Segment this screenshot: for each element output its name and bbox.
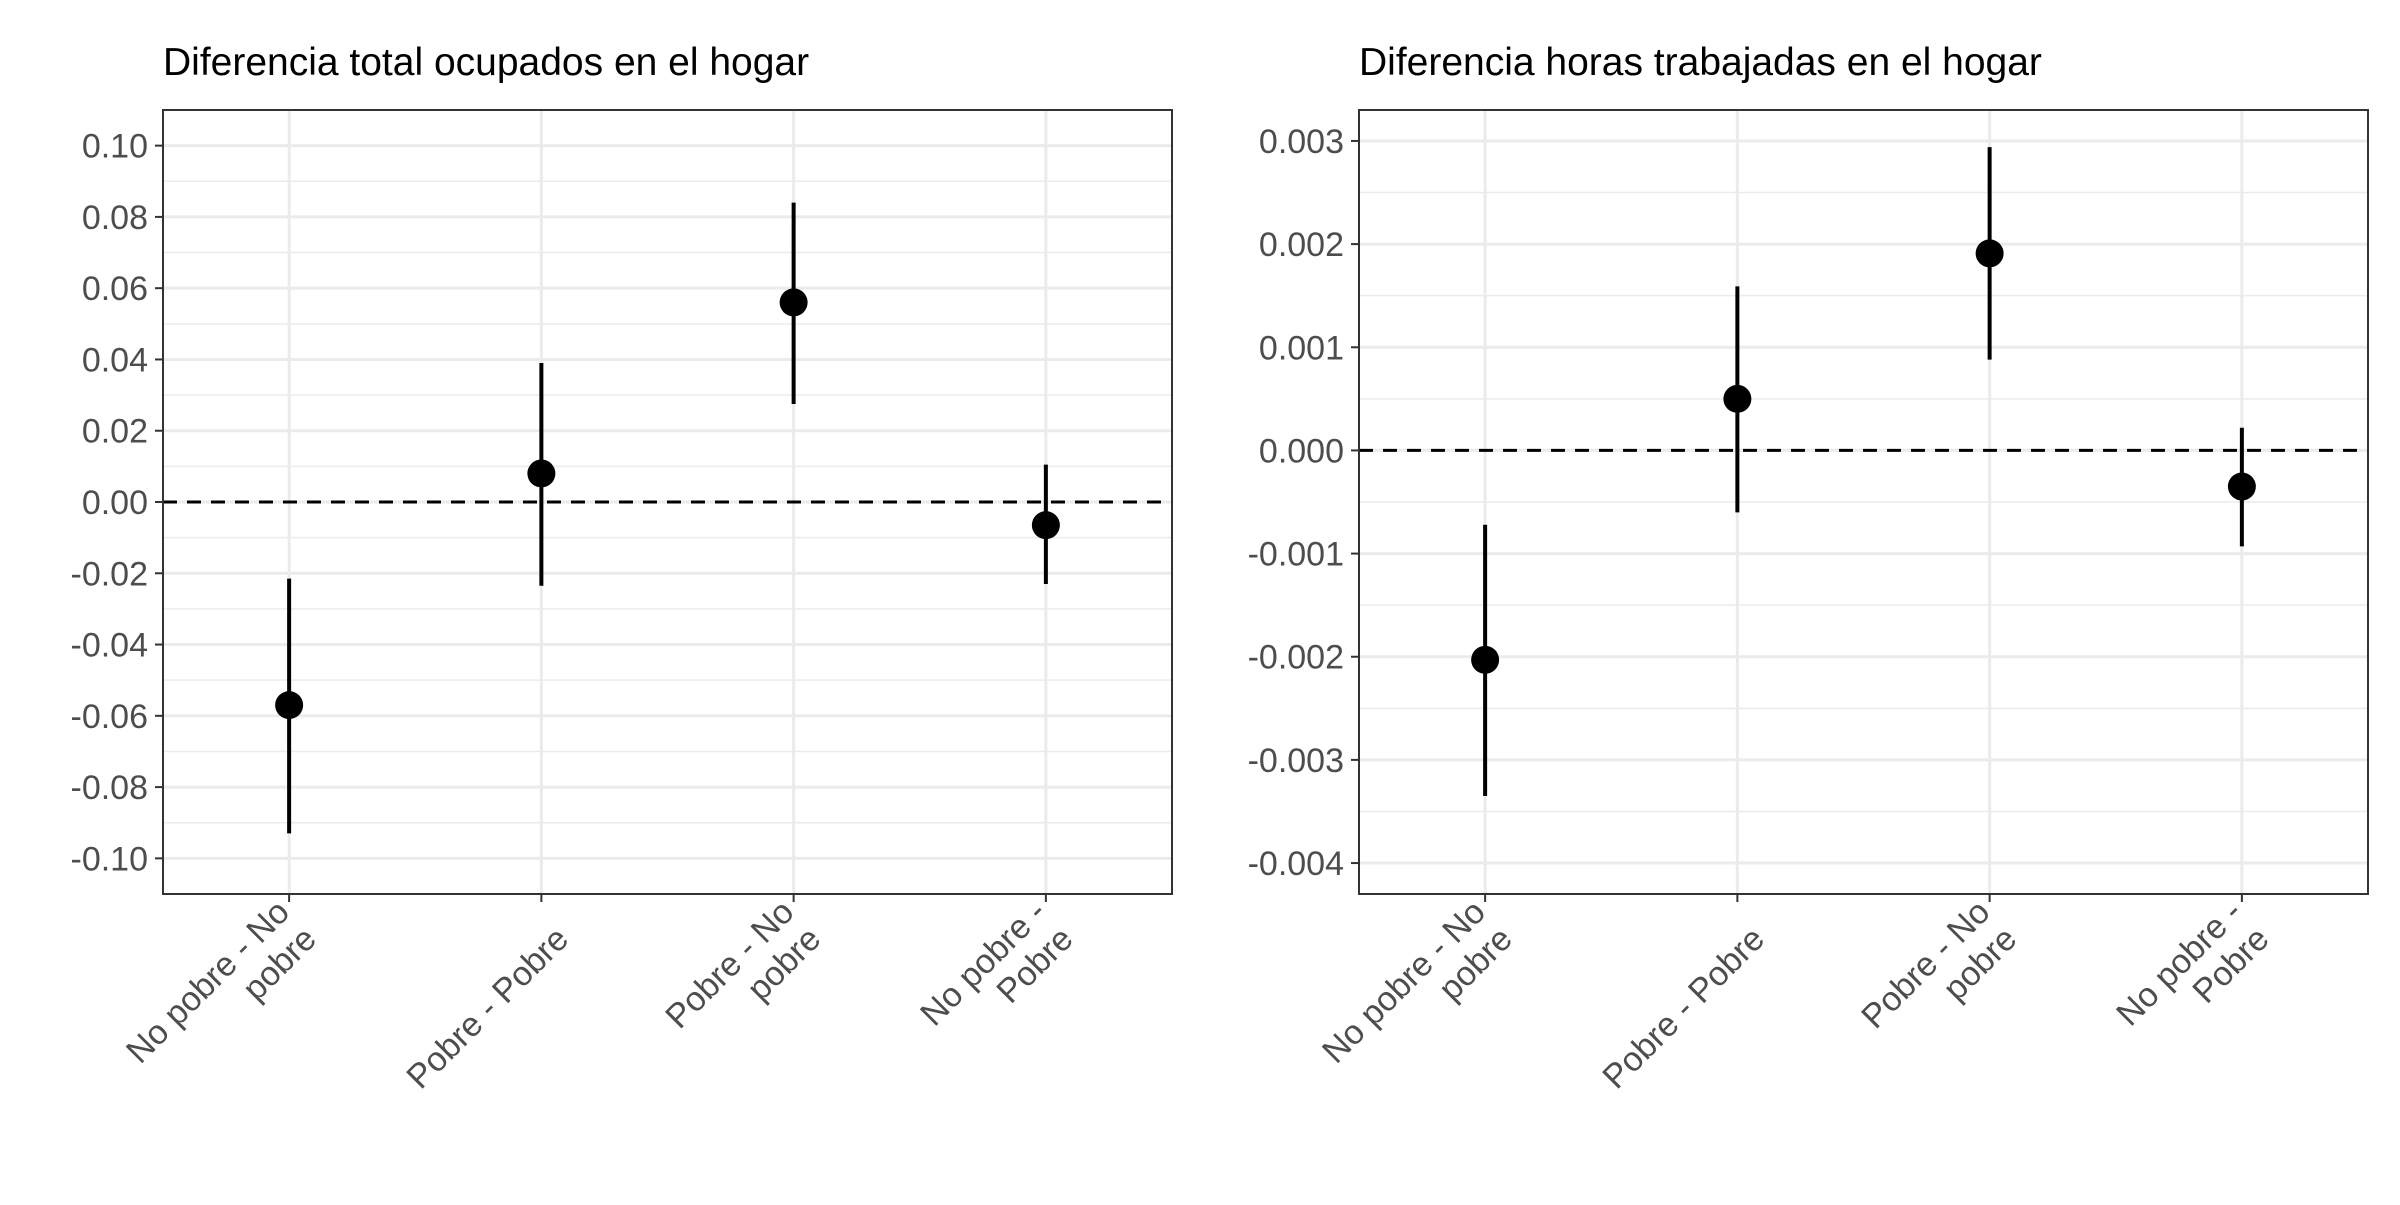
y-tick-label: -0.06 [71,698,149,736]
y-tick-label: -0.002 [1248,639,1344,677]
x-tick-label: Pobre - Pobre [399,920,576,1097]
y-tick-label: 0.00 [82,484,148,522]
chart-panel-2: Diferencia horas trabajadas en el hogar -… [1248,41,2369,1098]
y-tick-label: 0.08 [82,199,148,237]
x-tick-label-line: Pobre - Pobre [399,920,576,1097]
chart-title: Diferencia horas trabajadas en el hogar [1359,41,2042,84]
chart-title: Diferencia total ocupados en el hogar [163,41,809,84]
estimate-point [527,459,556,488]
y-tick-label: 0.06 [82,270,148,308]
estimate-point [779,288,808,317]
x-tick-label: Pobre - Pobre [1595,920,1772,1097]
x-tick-label: No pobre -Pobre [2109,893,2276,1060]
estimate-point [1975,239,2004,268]
y-tick-label: 0.002 [1259,226,1344,264]
y-tick-label: -0.001 [1248,536,1344,574]
y-tick-label: -0.004 [1248,845,1344,883]
y-tick-label: 0.003 [1259,123,1344,161]
y-tick-label: 0.001 [1259,329,1344,367]
x-tick-label: No pobre -Pobre [913,893,1080,1060]
x-tick-label: No pobre - Nopobre [119,893,324,1098]
y-tick-label: -0.003 [1248,742,1344,780]
y-tick-label: -0.02 [71,555,149,593]
y-tick-label: -0.08 [71,769,149,807]
y-tick-label: -0.10 [71,840,149,878]
estimate-point [2227,472,2256,501]
y-tick-label: -0.04 [71,627,149,665]
estimate-point [1723,384,1752,413]
y-tick-label: 0.000 [1259,432,1344,470]
x-tick-label: No pobre - Nopobre [1315,893,1520,1098]
x-tick-label-line: Pobre - Pobre [1595,920,1772,1097]
chart-panel-1: Diferencia total ocupados en el hogar -0.… [71,41,1173,1098]
x-tick-label: Pobre - Nopobre [1854,893,2024,1063]
estimate-point [1471,645,1500,674]
estimate-point [275,691,304,720]
y-tick-label: 0.04 [82,341,148,379]
y-tick-label: 0.02 [82,413,148,451]
x-tick-label: Pobre - Nopobre [658,893,828,1063]
panel-border [1358,109,2369,895]
estimate-point [1031,511,1060,540]
y-tick-label: 0.10 [82,128,148,166]
